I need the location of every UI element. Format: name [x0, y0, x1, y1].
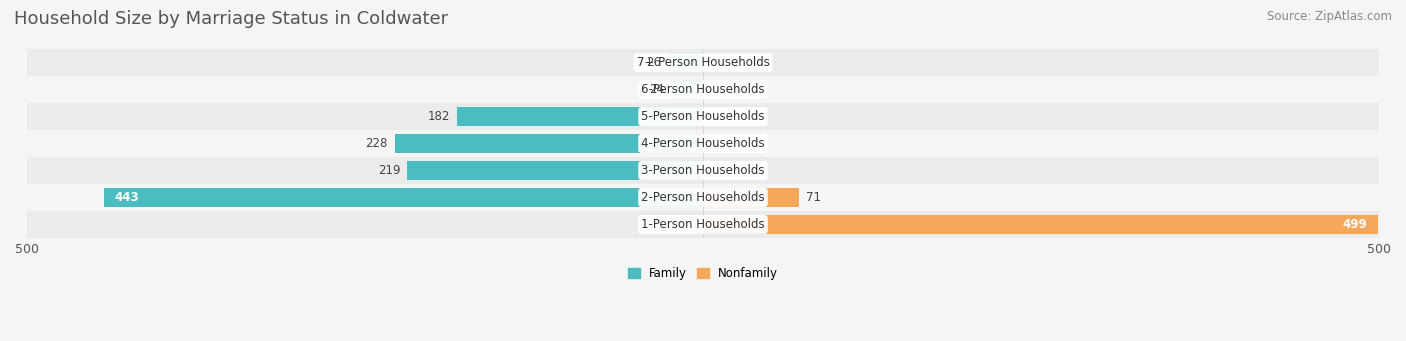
Bar [27, 49, 1379, 76]
Text: 4-Person Households: 4-Person Households [641, 137, 765, 150]
Text: 1-Person Households: 1-Person Households [641, 218, 765, 231]
Bar [671, 80, 703, 99]
Text: 7+ Person Households: 7+ Person Households [637, 56, 769, 69]
Bar [27, 211, 1379, 238]
Text: 2-Person Households: 2-Person Households [641, 191, 765, 204]
Text: 182: 182 [427, 110, 450, 123]
Text: 228: 228 [366, 137, 388, 150]
Text: 443: 443 [115, 191, 139, 204]
Bar [703, 188, 799, 207]
Bar [27, 184, 1379, 211]
Text: 5-Person Households: 5-Person Households [641, 110, 765, 123]
Bar [457, 107, 703, 126]
Bar [104, 188, 703, 207]
Bar [395, 134, 703, 153]
Bar [27, 103, 1379, 130]
Bar [27, 157, 1379, 184]
Bar [27, 130, 1379, 157]
Text: 3-Person Households: 3-Person Households [641, 164, 765, 177]
Text: 24: 24 [648, 83, 664, 96]
Text: 219: 219 [378, 164, 401, 177]
Text: 71: 71 [806, 191, 821, 204]
Legend: Family, Nonfamily: Family, Nonfamily [623, 263, 783, 285]
Text: Source: ZipAtlas.com: Source: ZipAtlas.com [1267, 10, 1392, 23]
Text: 26: 26 [647, 56, 661, 69]
Bar [668, 53, 703, 72]
Bar [27, 76, 1379, 103]
Text: Household Size by Marriage Status in Coldwater: Household Size by Marriage Status in Col… [14, 10, 449, 28]
Bar [406, 161, 703, 180]
Text: 499: 499 [1343, 218, 1367, 231]
Bar [703, 215, 1378, 234]
Text: 6-Person Households: 6-Person Households [641, 83, 765, 96]
